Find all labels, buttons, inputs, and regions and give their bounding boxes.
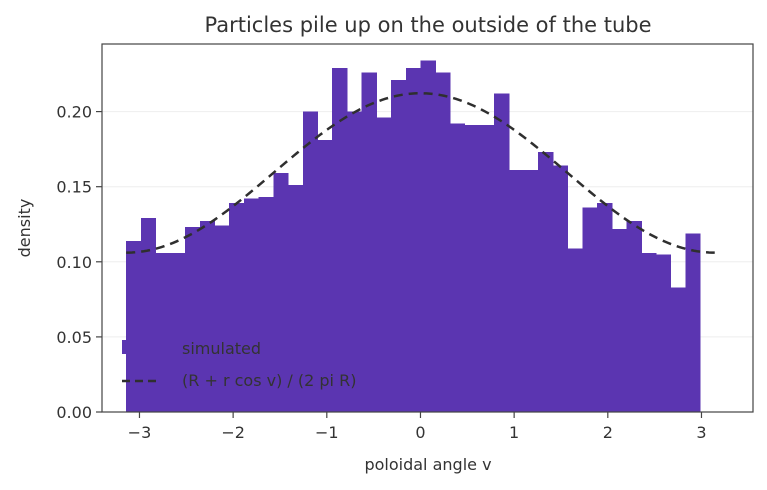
histogram-bar — [670, 287, 686, 412]
histogram-bar — [552, 165, 569, 412]
histogram-bar — [332, 68, 348, 412]
histogram-bar — [567, 248, 583, 412]
histogram-bar — [685, 233, 701, 412]
histogram-bar — [464, 125, 480, 413]
histogram-bar — [479, 125, 495, 413]
histogram-bar — [582, 207, 598, 412]
x-tick-label: −3 — [128, 423, 152, 442]
histogram-bar — [229, 203, 245, 412]
histogram-bar — [302, 111, 319, 413]
x-axis-ticks: −3 −2 −1 0 1 2 3 — [128, 412, 707, 442]
x-tick-label: 2 — [603, 423, 613, 442]
x-tick-label: 0 — [415, 423, 425, 442]
histogram-bar — [597, 203, 613, 412]
histogram-bar — [214, 225, 230, 412]
y-tick-label: 0.05 — [56, 328, 92, 347]
histogram-bar — [494, 93, 510, 412]
y-tick-label: 0.00 — [56, 403, 92, 422]
histogram-bar — [508, 170, 525, 412]
chart-title: Particles pile up on the outside of the … — [204, 13, 651, 37]
y-tick-label: 0.20 — [56, 103, 92, 122]
histogram-bar — [391, 80, 407, 412]
histogram-bar — [185, 227, 201, 412]
histogram-bar — [126, 240, 142, 412]
histogram-bar — [376, 117, 392, 412]
histogram-bar — [288, 185, 304, 412]
x-tick-label: 3 — [696, 423, 706, 442]
density-curve — [126, 92, 715, 254]
histogram-bar — [170, 252, 186, 412]
legend: simulated (R + r cos v) / (2 pi R) — [122, 339, 356, 390]
x-tick-label: −2 — [221, 423, 245, 442]
histogram-bar — [435, 72, 451, 413]
x-tick-label: −1 — [315, 423, 339, 442]
plot-frame — [101, 43, 754, 413]
histogram-bars — [126, 60, 701, 413]
histogram-bar — [199, 221, 216, 412]
histogram-bar — [243, 198, 260, 412]
legend-label-curve: (R + r cos v) / (2 pi R) — [182, 371, 356, 390]
curve-line — [126, 92, 715, 254]
y-tick-label: 0.10 — [56, 253, 92, 272]
histogram-bar — [140, 218, 157, 412]
y-axis-label: density — [15, 199, 34, 258]
histogram-bar — [273, 173, 289, 412]
x-tick-label: 1 — [509, 423, 519, 442]
y-tick-label: 0.15 — [56, 178, 92, 197]
y-axis-ticks: 0.00 0.05 0.10 0.15 0.20 — [56, 103, 102, 422]
x-axis-label: poloidal angle v — [364, 455, 491, 474]
histogram-bar — [405, 68, 422, 412]
histogram-bar — [361, 72, 377, 413]
histogram-bar — [155, 252, 171, 412]
histogram-bar — [449, 123, 466, 413]
histogram-bar — [538, 152, 554, 412]
histogram-bar — [611, 228, 628, 412]
histogram-bar — [641, 252, 657, 412]
histogram-bar — [258, 197, 274, 412]
legend-label-simulated: simulated — [182, 339, 261, 358]
histogram-bar — [523, 170, 539, 412]
histogram-bar — [420, 60, 436, 412]
histogram-bar — [655, 254, 672, 412]
histogram-bar — [317, 140, 333, 412]
histogram-bar — [346, 111, 363, 413]
legend-swatch-simulated — [122, 340, 158, 354]
histogram-bar — [626, 221, 642, 412]
